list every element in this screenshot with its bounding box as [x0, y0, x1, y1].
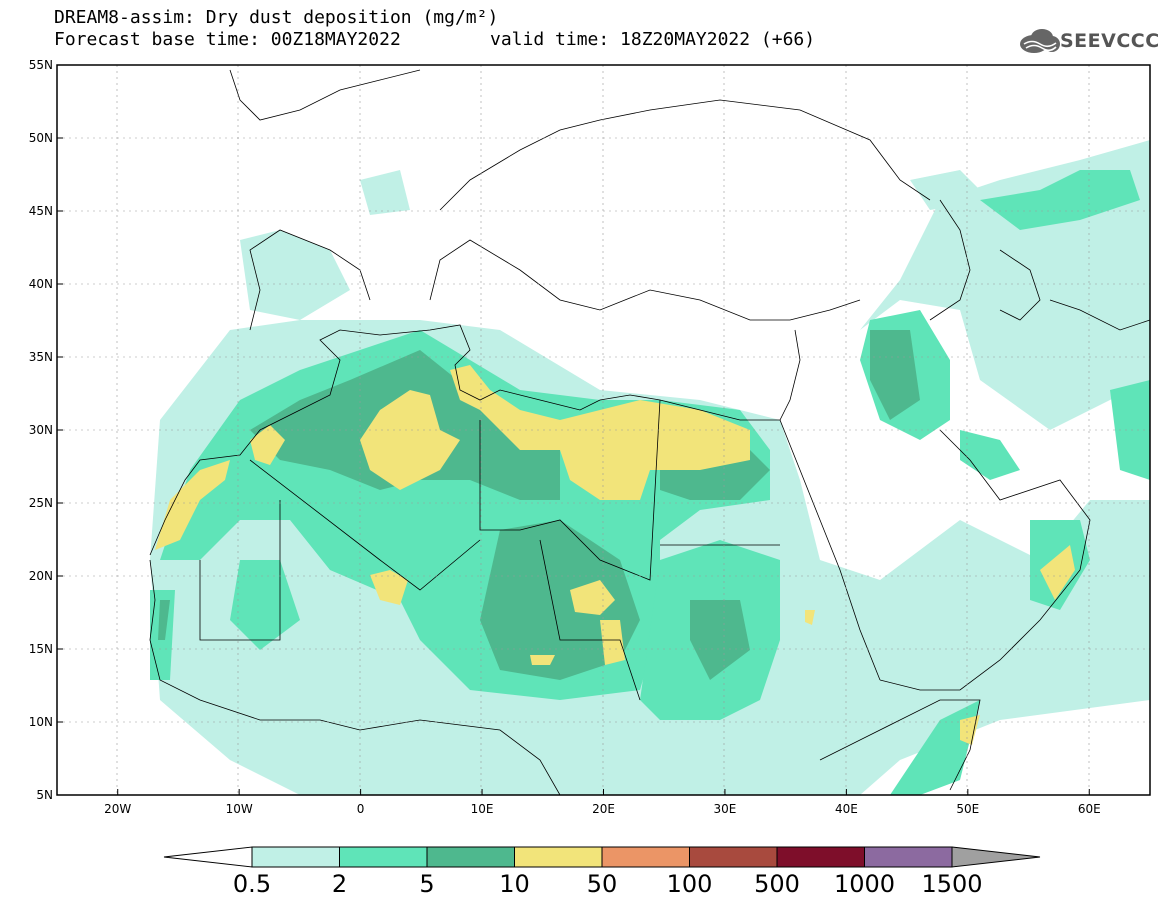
lat-tick-label: 35N	[29, 350, 53, 364]
colorbar-segment	[601, 846, 690, 868]
forecast-base-time: Forecast base time: 00Z18MAY2022	[54, 29, 401, 50]
cloud-icon	[1020, 29, 1060, 53]
colorbar-max-arrow	[951, 846, 1041, 868]
lat-tick-label: 5N	[36, 788, 53, 802]
lat-tick-label: 10N	[29, 715, 53, 729]
lon-tick-label: 40E	[835, 802, 858, 816]
colorbar-segment	[776, 846, 865, 868]
lon-tick-label: 10E	[471, 802, 494, 816]
colorbar-label: 500	[754, 870, 800, 898]
longitude-axis: 20W 10W 0 10E 20E 30E 40E 50E 60E	[104, 789, 1101, 816]
colorbar-segment	[251, 846, 340, 868]
colorbar-label: 0.5	[232, 870, 272, 898]
colorbar-label: 50	[586, 870, 618, 898]
colorbar-segment	[426, 846, 515, 868]
colorbar-label: 5	[419, 870, 435, 898]
colorbar-label: 2	[331, 870, 348, 898]
valid-time: valid time: 18Z20MAY2022 (+66)	[490, 29, 816, 50]
lat-tick-label: 50N	[29, 131, 53, 145]
colorbar-label: 1500	[921, 870, 983, 898]
lat-tick-label: 40N	[29, 277, 53, 291]
colorbar-segment	[689, 846, 778, 868]
colorbar-label: 10	[499, 870, 530, 898]
lon-tick-label: 0	[357, 802, 365, 816]
logo-text: SEEVCCC	[1060, 30, 1160, 52]
lon-tick-label: 20E	[592, 802, 615, 816]
lat-tick-label: 55N	[29, 58, 53, 72]
lon-tick-label: 20W	[104, 802, 131, 816]
lat-tick-label: 15N	[29, 642, 53, 656]
dust-fields	[57, 65, 1150, 795]
lat-tick-label: 45N	[29, 204, 53, 218]
colorbar-segment	[339, 846, 428, 868]
lat-tick-label: 20N	[29, 569, 53, 583]
lon-tick-label: 50E	[956, 802, 979, 816]
colorbar-label: 100	[666, 870, 713, 898]
lat-tick-label: 30N	[29, 423, 53, 437]
lat-tick-label: 25N	[29, 496, 53, 510]
colorbar-min-arrow	[163, 846, 253, 868]
lon-tick-label: 30E	[714, 802, 737, 816]
map-title: DREAM8-assim: Dry dust deposition (mg/m²…	[54, 7, 499, 28]
colorbar-segment	[864, 846, 953, 868]
colorbar-label: 1000	[833, 870, 896, 898]
latitude-axis: 55N 50N 45N 40N 35N 30N 25N 20N 15N 10N 5N	[29, 58, 63, 802]
lon-tick-label: 10W	[226, 802, 253, 816]
lon-tick-label: 60E	[1078, 802, 1101, 816]
colorbar-segment	[514, 846, 603, 868]
